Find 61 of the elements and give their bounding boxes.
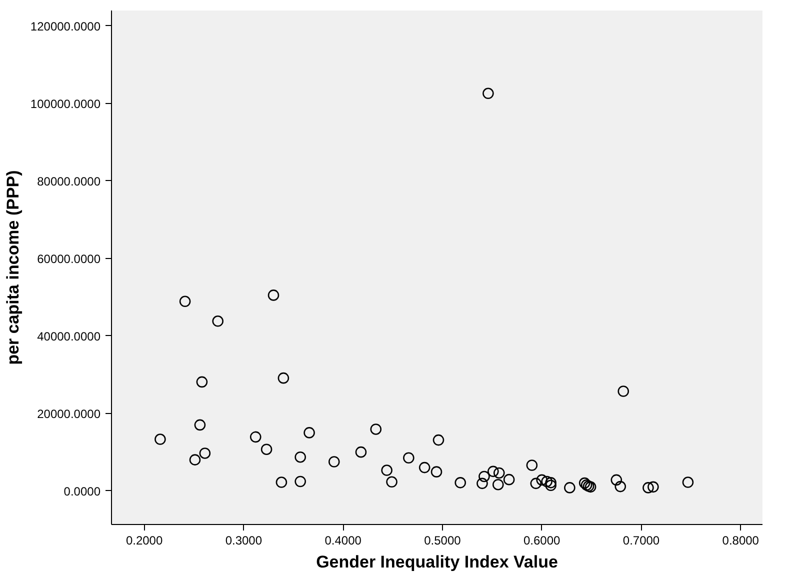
point	[488, 466, 499, 478]
point	[268, 290, 280, 301]
point	[370, 424, 382, 435]
point	[194, 419, 206, 431]
point	[260, 444, 272, 455]
point	[294, 451, 306, 463]
point	[304, 427, 315, 438]
point	[610, 474, 622, 486]
x-tick-label: 0.5000	[424, 534, 462, 548]
point	[648, 481, 659, 493]
y-tick-label: 20000.0000	[37, 406, 101, 421]
point	[503, 474, 515, 486]
point	[386, 476, 398, 488]
point	[682, 476, 694, 488]
point	[154, 434, 166, 445]
x-tick-label: 0.7000	[622, 534, 660, 548]
point	[328, 456, 340, 468]
x-tick-label: 0.2000	[126, 534, 163, 548]
point	[530, 478, 542, 490]
point	[432, 434, 444, 446]
point	[476, 478, 488, 490]
point	[614, 480, 626, 492]
point	[478, 470, 490, 482]
point	[250, 431, 262, 443]
point	[545, 477, 556, 488]
point	[212, 316, 224, 327]
point	[418, 462, 430, 474]
y-tick-label: 80000.0000	[37, 174, 101, 188]
point	[430, 466, 442, 478]
point	[189, 454, 201, 466]
y-tick-label: 60000.0000	[37, 252, 101, 266]
y-axis-title: per capita income (PPP)	[3, 170, 22, 365]
point	[276, 476, 288, 488]
y-tick-label: 120000.0000	[30, 19, 101, 34]
point	[564, 482, 576, 494]
point	[492, 478, 504, 490]
x-tick-label: 0.3000	[225, 534, 262, 548]
point	[355, 446, 367, 458]
point	[526, 460, 538, 471]
point	[545, 480, 556, 492]
y-tick-label: 40000.0000	[37, 329, 101, 344]
point	[493, 467, 505, 479]
point	[179, 296, 191, 308]
x-tick-label: 0.6000	[524, 534, 561, 548]
y-tick-label: 100000.0000	[30, 96, 101, 111]
point	[278, 372, 290, 384]
point	[294, 476, 306, 488]
point	[482, 88, 494, 100]
point	[536, 474, 548, 486]
point	[541, 476, 552, 488]
point	[196, 376, 208, 388]
point	[618, 386, 630, 397]
point	[381, 464, 392, 476]
point	[642, 482, 654, 494]
x-tick-label: 0.8000	[722, 534, 760, 548]
x-tick-label: 0.4000	[324, 534, 362, 548]
y-tick-label: 0.0000	[64, 484, 101, 498]
point	[454, 477, 466, 488]
point	[403, 452, 414, 464]
point	[199, 448, 211, 459]
x-axis-title: Gender Inequality Index Value	[316, 552, 558, 572]
